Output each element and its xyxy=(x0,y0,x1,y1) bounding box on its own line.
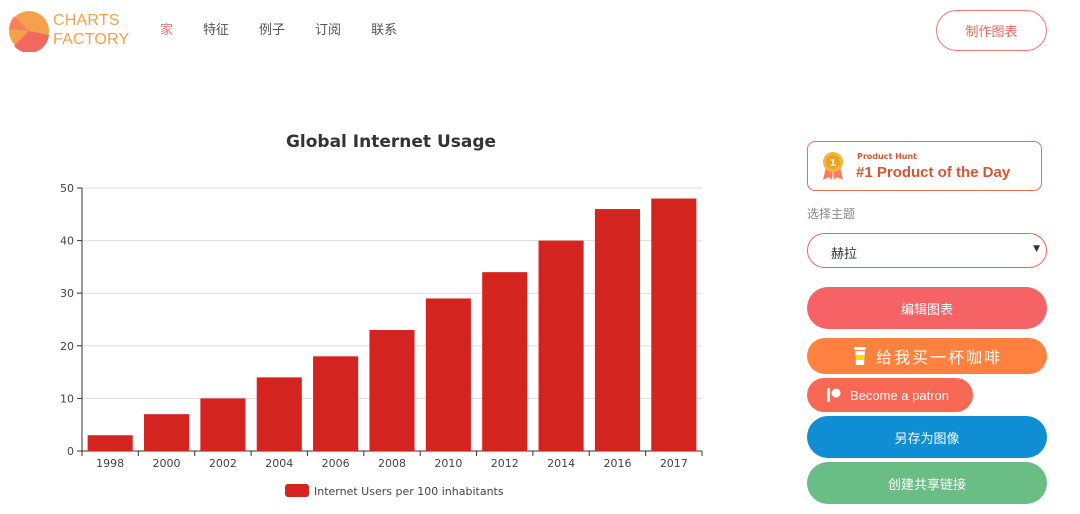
create-share-link-button[interactable]: 创建共享链接 xyxy=(807,462,1047,504)
y-tick-label: 40 xyxy=(60,235,74,248)
theme-label: 选择主题 xyxy=(807,207,856,221)
x-tick-label: 2012 xyxy=(491,457,519,470)
x-tick-label: 2000 xyxy=(153,457,181,470)
x-tick-label: 2008 xyxy=(378,457,406,470)
nav-examples[interactable]: 例子 xyxy=(259,23,286,38)
bar xyxy=(482,272,528,451)
bar xyxy=(425,298,471,451)
legend-label: Internet Users per 100 inhabitants xyxy=(314,485,504,498)
x-tick-label: 2016 xyxy=(603,457,631,470)
save-as-image-button[interactable]: 另存为图像 xyxy=(807,416,1047,458)
x-tick-label: 2010 xyxy=(434,457,462,470)
coffee-label: 给我买一杯咖啡 xyxy=(875,348,1002,367)
nav-features[interactable]: 特征 xyxy=(203,23,230,38)
theme-select-value: 赫拉 xyxy=(831,247,858,262)
y-tick-label: 0 xyxy=(67,445,74,458)
bar xyxy=(369,330,415,451)
x-tick-label: 2014 xyxy=(547,457,575,470)
top-header: CHARTS FACTORY 家 特征 例子 订阅 联系 制作图表 xyxy=(0,0,1080,64)
svg-text:1: 1 xyxy=(830,158,837,169)
logo-text: CHARTS FACTORY xyxy=(53,11,129,49)
product-hunt-label: Product Hunt xyxy=(857,152,917,161)
nav-contact[interactable]: 联系 xyxy=(371,23,398,38)
bar xyxy=(87,435,133,451)
bar xyxy=(256,377,302,451)
x-tick-label: 2006 xyxy=(322,457,350,470)
caret-down-icon: ▼ xyxy=(1033,244,1040,254)
patreon-icon xyxy=(827,388,841,402)
coffee-cup-icon xyxy=(852,346,868,366)
logo-line2: FACTORY xyxy=(53,31,130,48)
theme-select[interactable]: 赫拉 ▼ xyxy=(807,233,1047,268)
chart-area: Global Internet Usage 0 10 20 30 40 50 1998 200… xyxy=(40,120,730,514)
nav-subscribe[interactable]: 订阅 xyxy=(315,23,342,38)
charts-factory-logo[interactable]: CHARTS FACTORY xyxy=(8,8,133,54)
edit-chart-button[interactable]: 编辑图表 xyxy=(807,287,1047,329)
become-a-patron-button[interactable]: Become a patron xyxy=(807,378,973,412)
main-nav: 家 特征 例子 订阅 联系 xyxy=(160,22,427,40)
x-tick-label: 2002 xyxy=(209,457,237,470)
pie-logo-icon xyxy=(9,11,49,52)
nav-home[interactable]: 家 xyxy=(160,23,174,38)
bar xyxy=(594,209,640,451)
chart-title: Global Internet Usage xyxy=(285,132,497,152)
y-tick-label: 10 xyxy=(60,392,74,405)
logo-line1: CHARTS xyxy=(53,12,120,29)
buy-me-a-coffee-button[interactable]: 给我买一杯咖啡 xyxy=(807,338,1047,374)
product-of-the-day-text: #1 Product of the Day xyxy=(856,164,1011,181)
product-hunt-badge[interactable]: 1 Product Hunt #1 Product of the Day xyxy=(807,141,1042,191)
x-tick-label: 1998 xyxy=(96,457,124,470)
y-tick-label: 50 xyxy=(60,182,74,195)
legend-swatch xyxy=(285,484,309,497)
x-tick-label: 2004 xyxy=(265,457,293,470)
bar xyxy=(651,198,697,451)
bar xyxy=(538,240,584,451)
x-tick-label: 2017 xyxy=(660,457,688,470)
bar-chart: 0 10 20 30 40 50 1998 2000 2002 2004 2006 2008 2010 2… xyxy=(60,182,703,498)
bar xyxy=(200,398,246,451)
bar xyxy=(144,414,190,451)
medal-icon: 1 xyxy=(823,152,843,180)
bar xyxy=(313,356,359,451)
y-tick-label: 30 xyxy=(60,287,74,300)
make-chart-button[interactable]: 制作图表 xyxy=(936,10,1047,51)
y-tick-label: 20 xyxy=(60,340,74,353)
patron-label: Become a patron xyxy=(850,387,950,403)
